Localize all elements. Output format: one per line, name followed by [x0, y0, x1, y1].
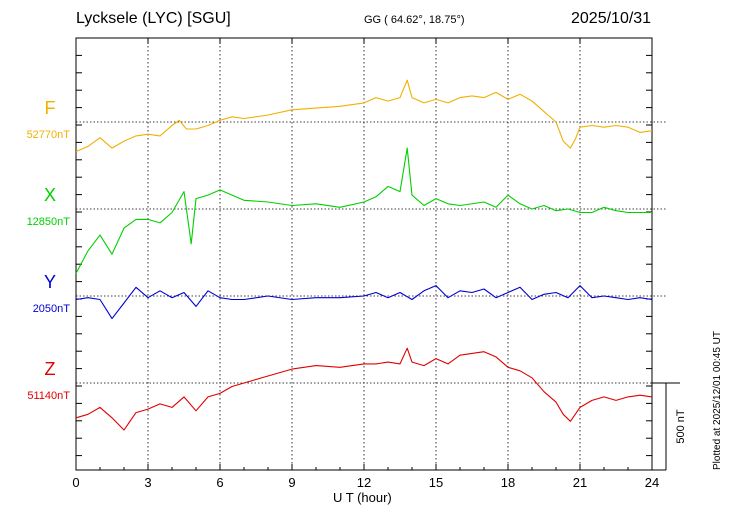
- chart-title: Lycksele (LYC) [SGU]: [76, 10, 231, 27]
- x-tick-label: 3: [144, 475, 151, 490]
- series-letter-x: X: [44, 185, 56, 205]
- series-letter-z: Z: [45, 359, 56, 379]
- x-tick-label: 9: [288, 475, 295, 490]
- series-letter-f: F: [45, 98, 56, 118]
- series-letter-y: Y: [44, 272, 56, 292]
- plotted-timestamp: Plotted at 2025/12/01 00:45 UT: [712, 331, 723, 470]
- series-baseline-label-x: 12850nT: [27, 216, 71, 228]
- x-tick-label: 0: [72, 475, 79, 490]
- series-baseline-label-z: 51140nT: [27, 390, 70, 402]
- series-baseline-label-y: 2050nT: [33, 303, 71, 315]
- chart-date: 2025/10/31: [571, 10, 652, 27]
- series-line-x: [75, 147, 652, 274]
- x-tick-label: 6: [216, 475, 223, 490]
- station-coordinates: GG ( 64.62°, 18.75°): [364, 14, 465, 26]
- x-tick-label: 12: [357, 475, 371, 490]
- series-line-y: [75, 285, 653, 320]
- x-axis-label: U T (hour): [333, 490, 392, 505]
- x-tick-label: 15: [429, 475, 443, 490]
- x-tick-label: 21: [573, 475, 587, 490]
- scale-bar-label: 500 nT: [675, 409, 687, 444]
- series-baseline-label-f: 52770nT: [27, 129, 71, 141]
- x-tick-label: 18: [501, 475, 515, 490]
- x-tick-label: 24: [645, 475, 659, 490]
- series-line-z: [75, 347, 653, 431]
- series-line-f: [75, 79, 653, 153]
